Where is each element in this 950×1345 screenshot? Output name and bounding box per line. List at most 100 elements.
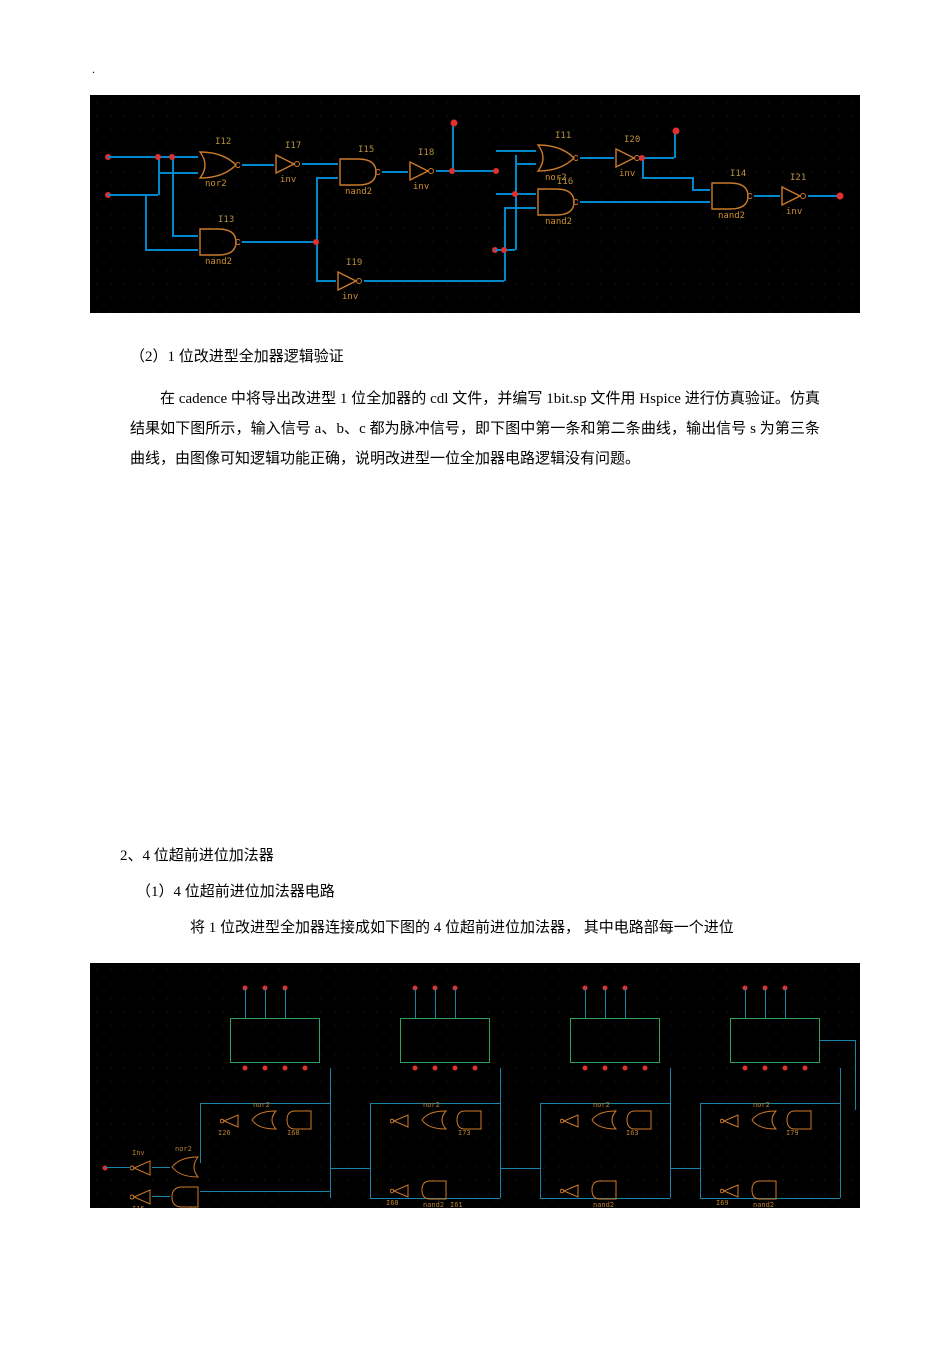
- block-pin: [303, 1065, 308, 1070]
- wire: [540, 1103, 541, 1198]
- wire: [158, 157, 160, 195]
- wire: [245, 988, 246, 1018]
- instance-label: I11: [555, 131, 571, 141]
- block-pin: [763, 1065, 768, 1070]
- blank-space: [90, 474, 860, 834]
- wire: [316, 177, 338, 179]
- gate-inv: [390, 1113, 410, 1129]
- adder-block-1: [230, 1018, 320, 1063]
- junction: [155, 154, 161, 160]
- gate-nand2: [420, 1179, 448, 1201]
- gate-nand2: [590, 1179, 618, 1201]
- wire: [500, 1168, 540, 1169]
- gate-inv: [560, 1113, 580, 1129]
- wire: [692, 189, 710, 191]
- gate-type-label: inv: [619, 169, 635, 179]
- wire: [242, 241, 316, 243]
- gate-nor2-I12: [198, 150, 240, 180]
- gate-inv: [130, 1159, 152, 1177]
- gate-type-label: nand2: [345, 187, 372, 197]
- gate-nor2: [750, 1109, 778, 1131]
- instance-label: I63: [626, 1129, 639, 1137]
- wire: [152, 1196, 170, 1197]
- wire: [108, 156, 198, 158]
- instance-label: I19: [346, 258, 362, 268]
- instance-label: I79: [786, 1129, 799, 1137]
- gate-nand2: [285, 1109, 313, 1131]
- gate-type-label: inv: [280, 175, 296, 185]
- gate-nand2: [785, 1109, 813, 1131]
- wire: [330, 1068, 331, 1198]
- wire: [152, 1167, 170, 1168]
- wire: [580, 201, 692, 203]
- gate-inv-I19: [336, 270, 364, 292]
- wire: [200, 1191, 330, 1192]
- instance-label: I60: [146, 1207, 159, 1208]
- gate-inv: [560, 1183, 580, 1199]
- gate-nand2-I16: [536, 187, 578, 217]
- wire: [692, 177, 694, 189]
- junction: [493, 168, 499, 174]
- output-pin-right-top: [673, 128, 680, 135]
- gate-type-label: nand2: [718, 211, 745, 221]
- wire: [172, 157, 174, 237]
- wire: [504, 207, 506, 281]
- document-page: I12 nor2 I13 nand2 I17 inv I15 nand2: [0, 0, 950, 1248]
- gate-nor2: [170, 1155, 200, 1179]
- block-pin: [583, 1065, 588, 1070]
- wire: [515, 155, 517, 250]
- gate-nand2-I13: [198, 227, 240, 257]
- instance-label: I69: [716, 1199, 729, 1207]
- block-pin: [743, 1065, 748, 1070]
- gate-type-label: nor2: [205, 179, 227, 189]
- gate-nor2: [590, 1109, 618, 1131]
- wire: [700, 1103, 701, 1198]
- block-pin: [623, 1065, 628, 1070]
- wire: [785, 988, 786, 1018]
- instance-label: I16: [557, 177, 573, 187]
- adder-block-2: [400, 1018, 490, 1063]
- wire: [765, 988, 766, 1018]
- instance-label: I18: [418, 148, 434, 158]
- instance-label: I17: [285, 141, 301, 151]
- instance-label: I61: [450, 1201, 463, 1208]
- junction: [639, 155, 645, 161]
- gate-inv: [720, 1113, 740, 1129]
- gate-type-label: nand2: [205, 257, 232, 267]
- instance-label: I15: [358, 145, 374, 155]
- gate-inv: [130, 1188, 152, 1206]
- gate-nor2-I11: [536, 143, 578, 173]
- gate-type-label: inv: [786, 207, 802, 217]
- wire: [840, 1068, 841, 1198]
- wire: [436, 170, 496, 172]
- gate-nand2: [750, 1179, 778, 1201]
- wire: [754, 195, 780, 197]
- wire: [108, 194, 158, 196]
- wire: [515, 163, 536, 165]
- block-pin: [643, 1065, 648, 1070]
- wire: [316, 241, 318, 281]
- wire: [105, 1167, 130, 1168]
- wire: [285, 988, 286, 1018]
- wire: [642, 157, 674, 159]
- output-pin-top: [451, 120, 458, 127]
- gate-inv: [220, 1113, 240, 1129]
- gate-label: nor2: [753, 1101, 770, 1109]
- gate-nand2-I15: [338, 157, 380, 187]
- wire: [580, 157, 614, 159]
- gate-label: nand2: [593, 1201, 614, 1208]
- instance-label: I13: [218, 215, 234, 225]
- instance-label: I21: [790, 173, 806, 183]
- schematic-1bit-adder: I12 nor2 I13 nand2 I17 inv I15 nand2: [90, 95, 860, 313]
- wire: [370, 1103, 371, 1198]
- gate-inv-I18: [408, 160, 436, 182]
- wire: [330, 1168, 370, 1169]
- instance-label: I15: [132, 1205, 145, 1208]
- wire: [302, 163, 338, 165]
- wire: [242, 164, 274, 166]
- junction: [169, 154, 175, 160]
- wire: [316, 177, 318, 242]
- block-pin: [453, 1065, 458, 1070]
- wire: [316, 280, 336, 282]
- wire: [700, 1103, 840, 1104]
